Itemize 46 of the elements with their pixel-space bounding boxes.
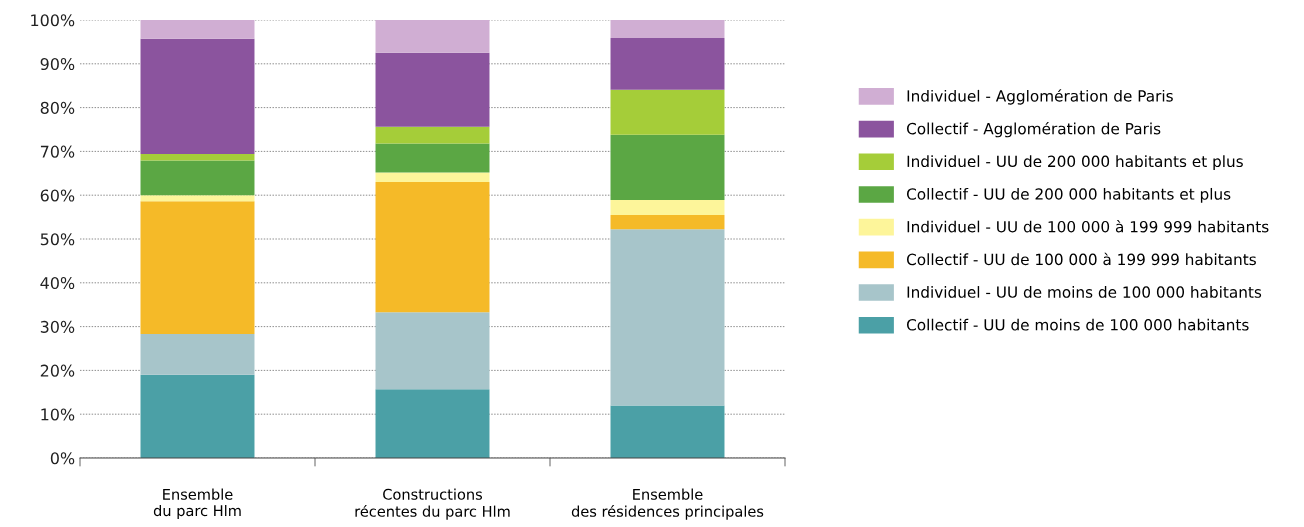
bar — [140, 334, 255, 375]
bar — [140, 195, 255, 202]
y-tick-label: 50% — [40, 233, 75, 246]
bar — [610, 214, 725, 230]
bar — [140, 374, 255, 458]
y-tick-label: 30% — [40, 320, 75, 333]
bar — [610, 134, 725, 201]
bar — [610, 229, 725, 406]
legend-label: Collectif - UU de 200 000 habitants et plus — [906, 187, 1231, 203]
x-tick-label: Ensemble du parc Hlm — [153, 488, 241, 519]
legend-label: Individuel - UU de moins de 100 000 habitants — [907, 286, 1262, 298]
legend-label: Individuel - UU de 100 000 à 199 999 habitants — [907, 220, 1269, 233]
legend-label: Individuel - UU de 200 000 habitants et plus — [907, 155, 1243, 171]
bar — [140, 154, 255, 161]
bar — [610, 37, 725, 90]
bar — [140, 160, 255, 196]
legend-label: Collectif - Agglomération de Paris — [906, 121, 1161, 138]
bar — [610, 89, 725, 135]
y-tick-label: 40% — [40, 277, 75, 290]
y-tick-label: 0% — [50, 452, 75, 465]
bar — [375, 52, 490, 127]
bar — [375, 182, 490, 313]
bar — [375, 126, 490, 144]
y-tick-label: 100% — [31, 14, 75, 27]
x-tick-label: Constructions récentes du parc Hlm — [355, 488, 510, 520]
bar — [610, 200, 725, 215]
y-tick-label: 70% — [40, 145, 75, 158]
bar — [375, 389, 490, 458]
y-tick-label: 80% — [40, 101, 75, 114]
bar — [375, 312, 490, 390]
y-tick-label: 10% — [41, 408, 75, 421]
y-tick-label: 60% — [40, 189, 75, 202]
legend-label: Collectif - UU de moins de 100 000 habitants — [906, 318, 1249, 331]
y-tick-label: 20% — [40, 364, 75, 377]
x-tick-label: Ensemble des résidences principales — [571, 488, 764, 520]
bar — [375, 20, 490, 53]
bar — [610, 405, 725, 458]
bar — [140, 20, 255, 39]
bar — [140, 38, 255, 155]
bar — [610, 20, 725, 38]
legend-label: Individuel - Agglomération de Paris — [907, 89, 1173, 105]
legend-label: Collectif - UU de 100 000 à 199 999 habitants — [906, 252, 1256, 266]
bar — [375, 143, 490, 173]
y-tick-label: 90% — [40, 58, 75, 71]
bar — [140, 201, 255, 335]
bar — [375, 172, 490, 183]
